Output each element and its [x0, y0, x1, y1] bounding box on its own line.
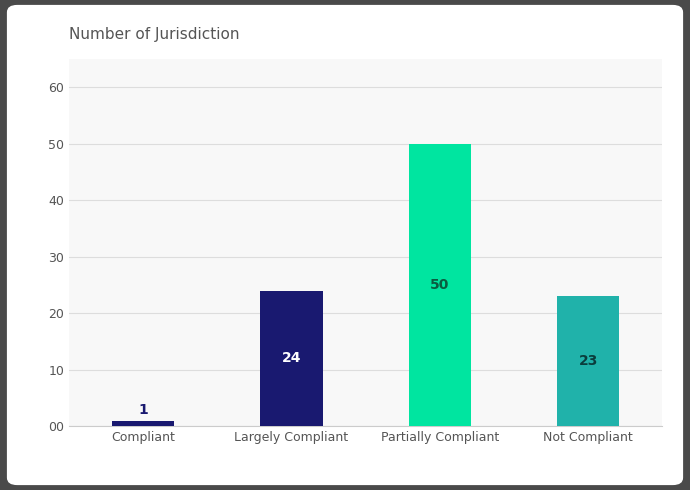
Bar: [408, 144, 471, 426]
Bar: [260, 291, 323, 426]
Text: 24: 24: [282, 351, 302, 366]
Text: 50: 50: [430, 278, 450, 292]
Bar: [557, 296, 620, 426]
Text: Number of Jurisdiction: Number of Jurisdiction: [69, 27, 239, 42]
Text: 1: 1: [138, 403, 148, 417]
Text: 23: 23: [578, 354, 598, 368]
Bar: [112, 420, 175, 426]
